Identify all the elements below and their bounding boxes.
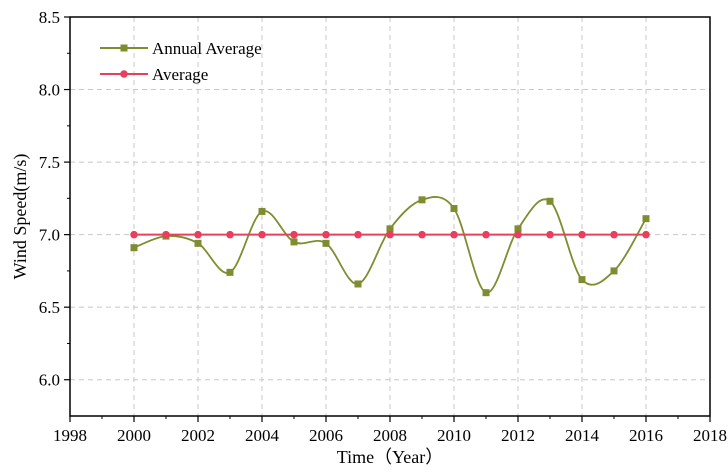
data-point-circle bbox=[130, 230, 138, 239]
data-point-square bbox=[418, 196, 426, 204]
data-point-circle bbox=[642, 230, 650, 239]
y-tick-label: 7.0 bbox=[39, 226, 60, 245]
y-tick-label: 8.5 bbox=[39, 8, 60, 27]
x-tick-label: 2010 bbox=[437, 426, 471, 445]
data-point-circle bbox=[322, 230, 330, 239]
y-tick-label: 8.0 bbox=[39, 81, 60, 100]
grid-lines bbox=[70, 17, 710, 416]
legend-item: Average bbox=[100, 65, 208, 84]
data-point-circle bbox=[194, 230, 202, 239]
x-axis-title: Time（Year） bbox=[337, 447, 444, 467]
data-point-circle bbox=[258, 230, 266, 239]
series-annual-average bbox=[130, 196, 650, 297]
data-point-square bbox=[130, 244, 138, 252]
data-point-square bbox=[258, 207, 266, 215]
legend-marker-circle bbox=[120, 70, 128, 78]
legend-label: Annual Average bbox=[152, 39, 262, 58]
data-point-circle bbox=[386, 230, 394, 239]
x-tick-label: 2014 bbox=[565, 426, 600, 445]
legend-label: Average bbox=[152, 65, 208, 84]
x-tick-label: 1998 bbox=[53, 426, 87, 445]
x-tick-label: 2016 bbox=[629, 426, 663, 445]
data-point-square bbox=[578, 276, 586, 284]
data-point-square bbox=[226, 268, 234, 276]
series-line bbox=[133, 196, 647, 294]
data-point-circle bbox=[162, 230, 170, 239]
data-point-circle bbox=[610, 230, 618, 239]
data-point-circle bbox=[354, 230, 362, 239]
x-tick-label: 2012 bbox=[501, 426, 535, 445]
series-layer bbox=[130, 196, 650, 297]
data-point-square bbox=[514, 225, 522, 233]
legend-marker-square bbox=[120, 44, 128, 52]
x-tick-label: 2004 bbox=[245, 426, 280, 445]
data-point-square bbox=[290, 238, 298, 246]
x-tick-label: 2002 bbox=[181, 426, 215, 445]
y-tick-label: 6.5 bbox=[39, 298, 60, 317]
legend: Annual Average Average bbox=[100, 39, 262, 84]
y-tick-label: 7.5 bbox=[39, 153, 60, 172]
data-point-square bbox=[546, 197, 554, 205]
data-point-circle bbox=[482, 230, 490, 239]
data-point-circle bbox=[450, 230, 458, 239]
series-average bbox=[130, 230, 650, 239]
data-point-circle bbox=[226, 230, 234, 239]
data-point-circle bbox=[290, 230, 298, 239]
data-point-square bbox=[194, 239, 202, 247]
data-point-circle bbox=[546, 230, 554, 239]
data-point-circle bbox=[578, 230, 586, 239]
data-point-circle bbox=[514, 230, 522, 239]
x-tick-label: 2006 bbox=[309, 426, 343, 445]
data-point-square bbox=[642, 215, 650, 223]
data-point-square bbox=[386, 225, 394, 233]
data-point-square bbox=[450, 205, 458, 213]
axis-ticks: 1998 2000 2002 2004 2006 2008 2010 2012 2014 2016… bbox=[39, 8, 727, 445]
y-axis-title: Wind Speed(m/s) bbox=[10, 154, 31, 280]
legend-item: Annual Average bbox=[100, 39, 262, 58]
x-tick-label: 2018 bbox=[693, 426, 727, 445]
data-point-square bbox=[482, 289, 490, 297]
data-point-square bbox=[610, 267, 618, 275]
data-point-circle bbox=[418, 230, 426, 239]
data-point-square bbox=[322, 239, 330, 247]
data-point-square bbox=[354, 280, 362, 288]
y-tick-label: 6.0 bbox=[39, 371, 60, 390]
x-tick-label: 2008 bbox=[373, 426, 407, 445]
x-tick-label: 2000 bbox=[117, 426, 151, 445]
